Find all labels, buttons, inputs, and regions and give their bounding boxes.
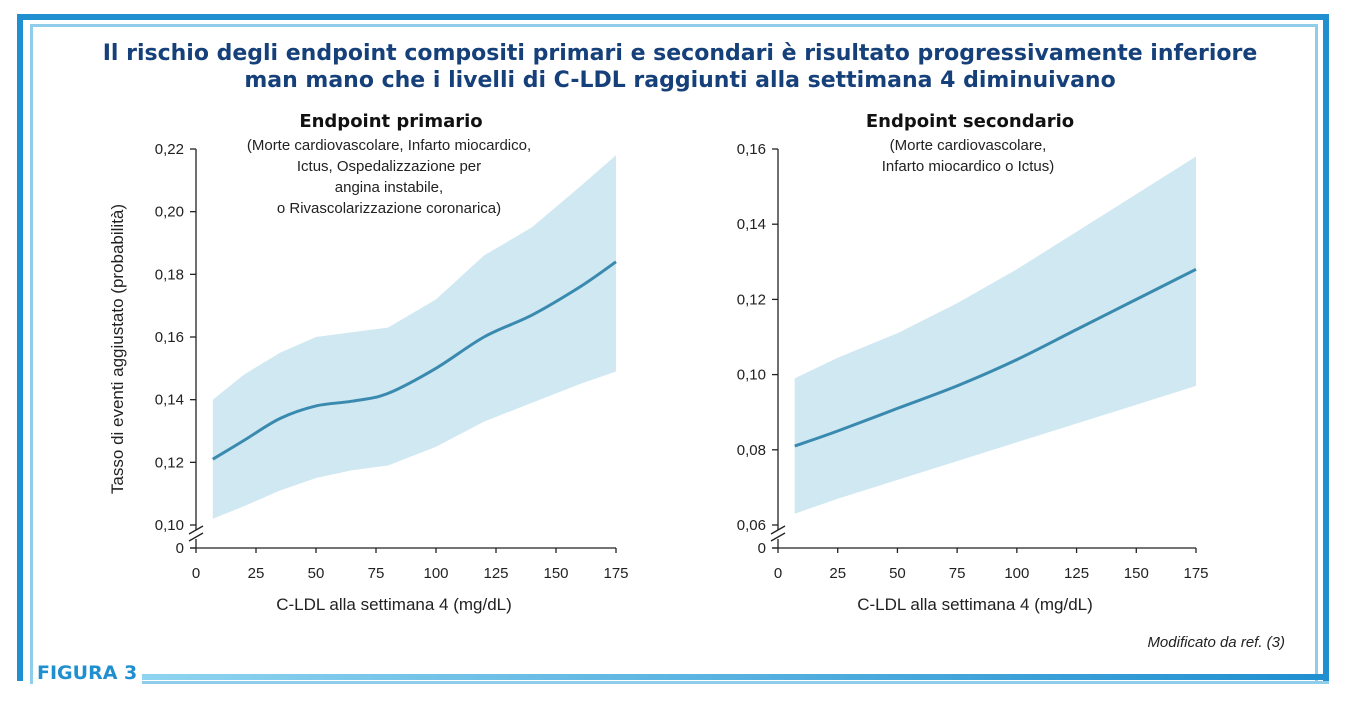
x-tick-label: 100 bbox=[1004, 565, 1029, 582]
main-title: Il rischio degli endpoint compositi prim… bbox=[80, 40, 1280, 94]
panel-subtitle-line: (Morte cardiovascolare, bbox=[890, 137, 1047, 154]
main-title-line-2: man mano che i livelli di C-LDL raggiunt… bbox=[244, 68, 1116, 93]
bottom-bar bbox=[142, 674, 1329, 680]
panel-subtitle-line: Ictus, Ospedalizzazione per bbox=[297, 158, 481, 175]
axis-break-mark-a-1 bbox=[188, 525, 204, 535]
series-line-2 bbox=[794, 267, 1197, 448]
x-axis-label: C-LDL alla settimana 4 (mg/dL) bbox=[276, 595, 512, 614]
x-tick-label: 175 bbox=[1183, 565, 1208, 582]
y-zero-label: 0 bbox=[176, 540, 184, 557]
y-tick-label: 0,18 bbox=[155, 266, 184, 283]
x-tick-label: 0 bbox=[192, 565, 200, 582]
figure-label: FIGURA 3 bbox=[37, 662, 138, 684]
confidence-band-2 bbox=[794, 156, 1196, 514]
axis-break-mark-a-2 bbox=[770, 525, 786, 535]
main-title-line-1: Il rischio degli endpoint compositi prim… bbox=[102, 41, 1258, 66]
x-tick-label: 75 bbox=[949, 565, 966, 582]
source-credit: Modificato da ref. (3) bbox=[1147, 634, 1285, 651]
y-tick-label: 0,10 bbox=[737, 367, 766, 384]
outer-frame bbox=[17, 14, 1329, 681]
panel-subtitle-line: o Rivascolarizzazione coronarica) bbox=[277, 200, 501, 217]
x-tick-label: 175 bbox=[603, 565, 628, 582]
x-tick-label: 50 bbox=[889, 565, 906, 582]
axis-break-mark-b-2 bbox=[770, 532, 786, 542]
x-tick-label: 100 bbox=[423, 565, 448, 582]
x-tick-label: 150 bbox=[543, 565, 568, 582]
y-tick-label: 0,14 bbox=[155, 392, 184, 409]
y-tick-label: 0,08 bbox=[737, 442, 766, 459]
y-tick-label: 0,16 bbox=[737, 141, 766, 158]
x-axis-label: C-LDL alla settimana 4 (mg/dL) bbox=[857, 595, 1093, 614]
panel-subtitle-line: Infarto miocardico o Ictus) bbox=[882, 158, 1055, 175]
axis-break-mark-b-1 bbox=[188, 532, 204, 542]
y-tick-label: 0,12 bbox=[155, 454, 184, 471]
x-tick-label: 125 bbox=[1064, 565, 1089, 582]
x-tick-label: 50 bbox=[308, 565, 325, 582]
inner-frame bbox=[30, 24, 1318, 684]
panel-subtitle-line: (Morte cardiovascolare, Infarto miocardi… bbox=[247, 137, 531, 154]
y-tick-label: 0,10 bbox=[155, 517, 184, 534]
panel-title: Endpoint secondario bbox=[866, 111, 1074, 132]
x-tick-label: 75 bbox=[368, 565, 385, 582]
series-line-1 bbox=[212, 260, 617, 461]
x-tick-label: 150 bbox=[1124, 565, 1149, 582]
x-tick-label: 25 bbox=[829, 565, 846, 582]
y-tick-label: 0,06 bbox=[737, 517, 766, 534]
bottom-bar-thin bbox=[142, 681, 1329, 684]
confidence-band-1 bbox=[212, 155, 617, 519]
panel-subtitle-line: angina instabile, bbox=[335, 179, 443, 196]
x-tick-label: 125 bbox=[483, 565, 508, 582]
x-tick-label: 0 bbox=[774, 565, 782, 582]
y-tick-label: 0,22 bbox=[155, 141, 184, 158]
y-tick-label: 0,12 bbox=[737, 291, 766, 308]
y-zero-label: 0 bbox=[758, 540, 766, 557]
y-tick-label: 0,14 bbox=[737, 216, 766, 233]
x-tick-label: 25 bbox=[248, 565, 265, 582]
panel-title: Endpoint primario bbox=[299, 111, 482, 132]
y-tick-label: 0,16 bbox=[155, 329, 184, 346]
y-tick-label: 0,20 bbox=[155, 204, 184, 221]
y-axis-label: Tasso di eventi aggiustato (probabilità) bbox=[108, 204, 127, 494]
